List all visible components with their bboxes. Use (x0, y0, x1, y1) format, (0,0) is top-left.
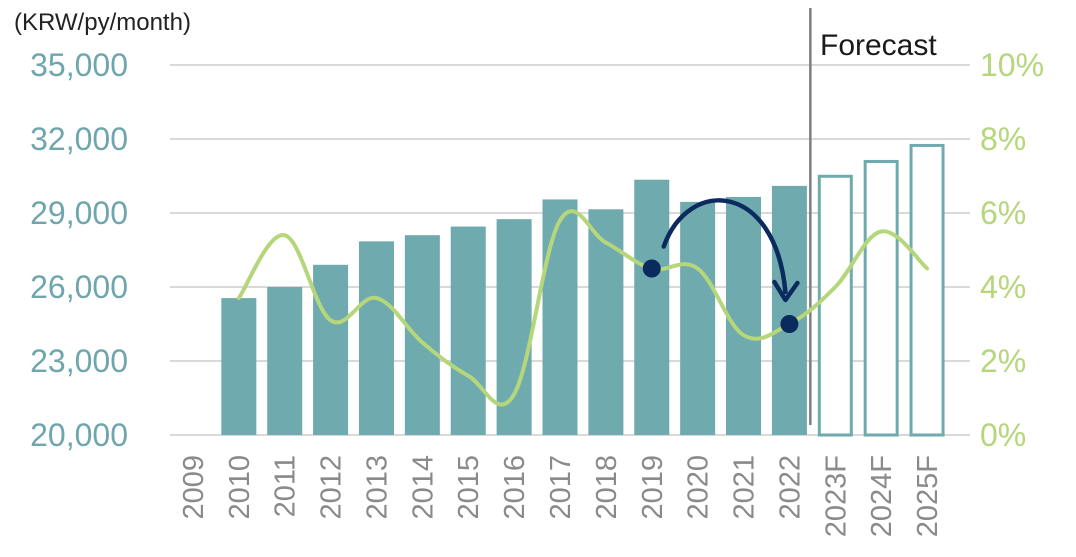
x-tick-label: 2009 (178, 455, 210, 520)
x-tick-label: 2024F (866, 455, 898, 537)
x-tick-label: 2014 (407, 455, 439, 520)
y-left-tick-label: 35,000 (30, 47, 128, 83)
bar (496, 219, 532, 435)
y-right-tick-label: 6% (980, 195, 1026, 231)
bars (221, 143, 945, 437)
x-tick-label: 2016 (499, 455, 531, 520)
y-right-tick-label: 8% (980, 121, 1026, 157)
bar (726, 196, 762, 435)
bar-forecast (909, 143, 945, 437)
bar (450, 226, 486, 435)
growth-line-group (236, 209, 930, 407)
x-tick-label: 2018 (591, 455, 623, 520)
x-tick-label: 2015 (453, 455, 485, 520)
x-tick-label: 2020 (683, 455, 715, 520)
y-left-tick-label: 23,000 (30, 343, 128, 379)
x-tick-label: 2013 (361, 455, 393, 520)
x-tick-label: 2012 (316, 455, 348, 520)
y-right-tick-label: 10% (980, 47, 1044, 83)
x-tick-label: 2025F (912, 455, 944, 537)
bar (267, 287, 303, 435)
y-left-tick-label: 32,000 (30, 121, 128, 157)
y-axis-left: 20,000 23,000 26,000 29,000 32,000 35,000 (30, 47, 128, 453)
bar (680, 201, 716, 435)
x-tick-label: 2023F (820, 455, 852, 537)
x-axis: 2009 2010 2011 2012 2013 2014 2015 2016 2017 2018… (178, 455, 944, 537)
x-tick-label: 2010 (224, 455, 256, 520)
arrow-end-dot (780, 315, 799, 333)
x-tick-label: 2017 (545, 455, 577, 520)
y-right-tick-label: 2% (980, 343, 1026, 379)
bar (358, 241, 394, 435)
y-left-tick-label: 20,000 (30, 417, 128, 453)
arrow-head (772, 279, 800, 303)
forecast-label: Forecast (820, 29, 937, 62)
bar (542, 199, 578, 435)
arrow-start-dot (642, 259, 661, 278)
bar (313, 264, 349, 435)
bar (221, 298, 257, 435)
x-tick-label: 2022 (774, 455, 806, 520)
bar-forecast (863, 159, 899, 437)
x-tick-label: 2021 (729, 455, 761, 520)
y-right-tick-label: 4% (980, 269, 1026, 305)
y-left-tick-label: 26,000 (30, 269, 128, 305)
bar (588, 209, 624, 435)
x-tick-label: 2011 (270, 455, 302, 517)
y-right-tick-label: 0% (980, 417, 1026, 453)
unit-label: (KRW/py/month) (14, 9, 191, 36)
y-left-tick-label: 29,000 (30, 195, 128, 231)
bar (634, 179, 670, 435)
bar (404, 235, 440, 435)
bar-forecast (817, 174, 853, 437)
growth-line (236, 209, 930, 407)
bar (771, 185, 807, 435)
x-tick-label: 2019 (637, 455, 669, 520)
arrow-group (642, 198, 800, 333)
arrow-curve (661, 198, 788, 295)
y-axis-right: 0% 2% 4% 6% 8% 10% (980, 47, 1044, 453)
